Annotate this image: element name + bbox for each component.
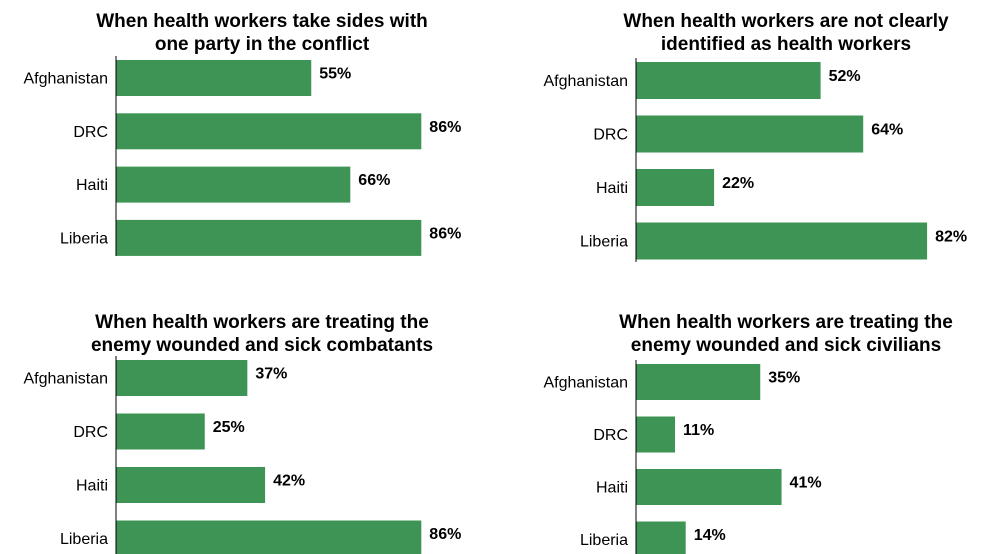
chart-title-line-1: When health workers are not clearly xyxy=(623,11,949,32)
chart-title-line-2: identified as health workers xyxy=(661,34,911,55)
bar-drc xyxy=(116,413,205,450)
chart-panel-4: When health workers are treating theenem… xyxy=(543,312,953,554)
bar-afghanistan xyxy=(636,62,821,99)
value-label-liberia: 86% xyxy=(429,225,461,242)
bar-haiti xyxy=(116,467,266,503)
category-label-afghanistan: Afghanistan xyxy=(543,375,628,392)
value-label-drc: 64% xyxy=(871,122,903,139)
value-label-haiti: 66% xyxy=(358,172,390,189)
chart-title-line-2: enemy wounded and sick civilians xyxy=(631,335,941,356)
category-label-haiti: Haiti xyxy=(76,177,108,194)
bar-afghanistan xyxy=(116,60,312,96)
category-label-drc: DRC xyxy=(593,427,628,444)
value-label-liberia: 82% xyxy=(935,229,967,246)
category-label-haiti: Haiti xyxy=(596,180,628,197)
category-label-afghanistan: Afghanistan xyxy=(23,71,108,88)
category-label-drc: DRC xyxy=(73,124,108,141)
chart-title-line-2: enemy wounded and sick combatants xyxy=(91,335,433,356)
value-label-afghanistan: 55% xyxy=(319,66,351,83)
bar-haiti xyxy=(116,166,351,203)
value-label-afghanistan: 35% xyxy=(768,370,800,387)
bar-liberia xyxy=(116,219,422,256)
bar-drc xyxy=(636,115,864,153)
category-label-haiti: Haiti xyxy=(596,480,628,497)
category-label-liberia: Liberia xyxy=(60,230,108,247)
value-label-liberia: 86% xyxy=(429,526,461,543)
value-label-drc: 25% xyxy=(213,419,245,436)
bar-drc xyxy=(636,416,676,453)
bar-haiti xyxy=(636,469,782,505)
bar-liberia xyxy=(636,521,686,554)
category-label-drc: DRC xyxy=(73,424,108,441)
chart-title-line-1: When health workers take sides with xyxy=(96,11,428,32)
value-label-haiti: 42% xyxy=(273,473,305,490)
chart-title-line-1: When health workers are treating the xyxy=(95,312,429,333)
bar-afghanistan xyxy=(116,360,248,396)
chart-title-line-1: When health workers are treating the xyxy=(619,312,953,333)
chart-panel-2: When health workers are not clearlyident… xyxy=(543,11,967,262)
chart-title-line-2: one party in the conflict xyxy=(155,34,370,55)
value-label-drc: 11% xyxy=(683,422,714,439)
category-label-liberia: Liberia xyxy=(580,532,628,549)
bar-liberia xyxy=(116,520,422,554)
bar-liberia xyxy=(636,222,928,260)
value-label-afghanistan: 37% xyxy=(255,366,287,383)
category-label-liberia: Liberia xyxy=(60,531,108,548)
category-label-liberia: Liberia xyxy=(580,234,628,251)
category-label-drc: DRC xyxy=(593,127,628,144)
bar-afghanistan xyxy=(636,364,761,400)
chart-panel-3: When health workers are treating theenem… xyxy=(23,312,461,554)
value-label-afghanistan: 52% xyxy=(829,68,861,85)
value-label-haiti: 41% xyxy=(790,475,822,492)
category-label-afghanistan: Afghanistan xyxy=(543,73,628,90)
bar-drc xyxy=(116,113,422,150)
value-label-haiti: 22% xyxy=(722,175,754,192)
value-label-drc: 86% xyxy=(429,119,461,136)
bar-haiti xyxy=(636,169,715,206)
category-label-haiti: Haiti xyxy=(76,478,108,495)
category-label-afghanistan: Afghanistan xyxy=(23,371,108,388)
value-label-liberia: 14% xyxy=(694,527,726,544)
